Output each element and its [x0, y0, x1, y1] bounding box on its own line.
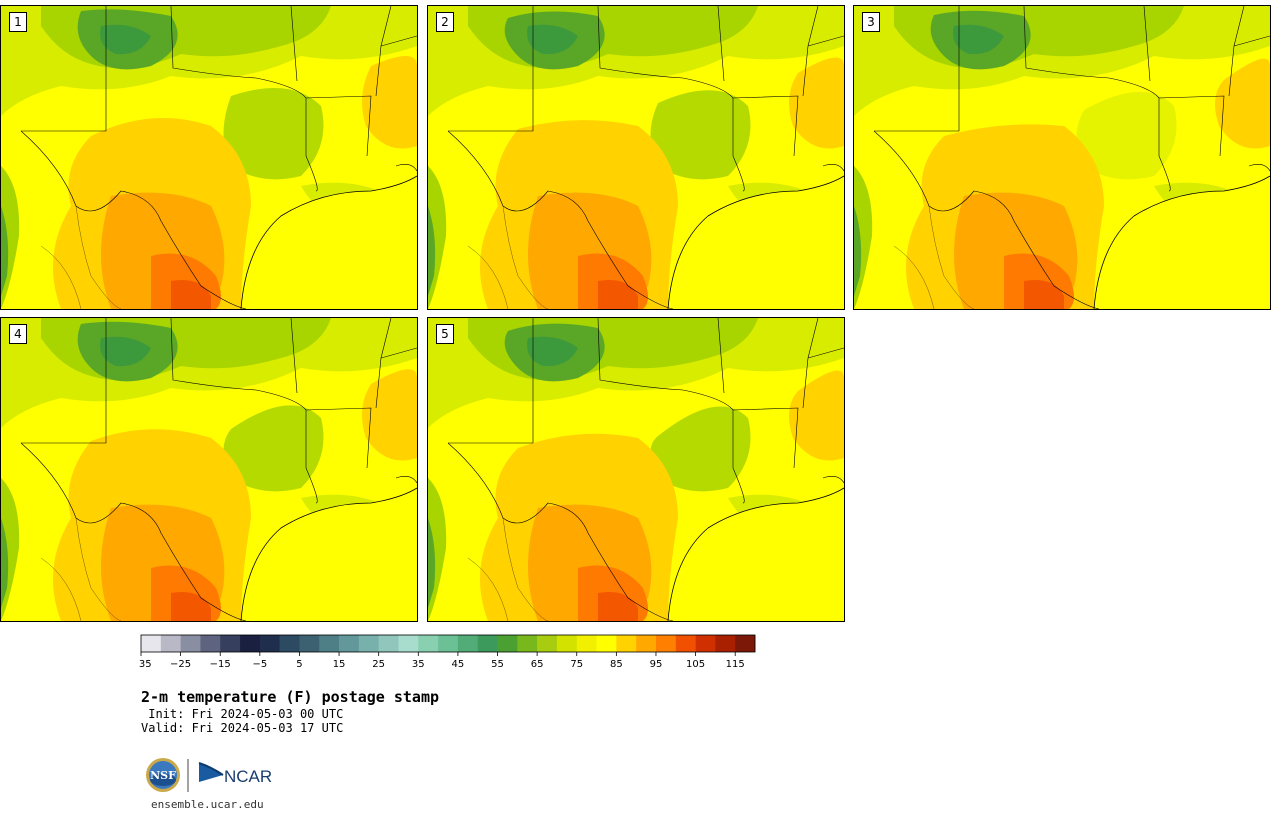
- panel-3: 3: [853, 5, 1271, 310]
- colorbar-swatch: [378, 635, 399, 652]
- panel-number-label: 5: [436, 324, 454, 344]
- init-time: Init: Fri 2024-05-03 00 UTC: [141, 707, 344, 721]
- colorbar-swatch: [636, 635, 657, 652]
- colorbar-swatch: [735, 635, 756, 652]
- colorbar-tick-label: −35: [138, 659, 152, 670]
- panel-number-label: 1: [9, 12, 27, 32]
- colorbar-swatch: [556, 635, 578, 652]
- colorbar-tick-label: 45: [452, 659, 465, 670]
- valid-time: Valid: Fri 2024-05-03 17 UTC: [141, 721, 344, 735]
- colorbar-swatch: [220, 635, 241, 652]
- nsf-logo-text: NSF: [150, 769, 176, 782]
- colorbar-tick-label: 5: [296, 659, 302, 670]
- ncar-logo-text: NCAR: [224, 767, 272, 786]
- colorbar-swatch: [675, 635, 696, 652]
- colorbar: −35 −25 −15 −5 5 15 25 35 45 55 65 75 85 95 105 115: [138, 634, 756, 670]
- colorbar-swatch: [616, 635, 637, 652]
- colorbar-swatch: [299, 635, 320, 652]
- colorbar-tick-label: 65: [531, 659, 544, 670]
- colorbar-frame: [140, 634, 756, 653]
- panel-4: 4: [0, 317, 418, 622]
- colorbar-swatch: [418, 635, 439, 652]
- colorbar-swatch: [259, 635, 280, 652]
- colorbar-tick-label: −5: [252, 659, 267, 670]
- colorbar-tick-label: 115: [726, 659, 745, 670]
- panel-number-label: 2: [436, 12, 454, 32]
- colorbar-swatch: [517, 635, 538, 652]
- colorbar-swatch: [200, 635, 221, 652]
- ncar-logo-icon: NCAR: [198, 762, 272, 786]
- colorbar-tick-label: 35: [412, 659, 425, 670]
- colorbar-tick-label: 75: [570, 659, 583, 670]
- logos: NSF NCAR: [146, 758, 272, 792]
- colorbar-swatch: [339, 635, 360, 652]
- figure-title: 2-m temperature (F) postage stamp: [141, 688, 440, 706]
- colorbar-tick-label: 15: [333, 659, 346, 670]
- colorbar-swatch: [497, 635, 518, 652]
- colorbar-swatch: [457, 635, 479, 652]
- panel-2: 2: [427, 5, 845, 310]
- colorbar-swatch: [537, 635, 558, 652]
- colorbar-tick-label: 95: [650, 659, 663, 670]
- panel-1: 1: [0, 5, 418, 310]
- colorbar-swatch: [695, 635, 716, 652]
- colorbar-tick-label: 105: [686, 659, 705, 670]
- nsf-logo-icon: NSF: [146, 758, 180, 792]
- colorbar-tick-label: 25: [372, 659, 385, 670]
- colorbar-swatch: [319, 635, 340, 652]
- colorbar-swatch: [655, 635, 677, 652]
- colorbar-swatch: [438, 635, 459, 652]
- colorbar-swatch: [141, 635, 162, 652]
- colorbar-tick-label: −25: [170, 659, 191, 670]
- panel-number-label: 3: [862, 12, 880, 32]
- colorbar-tick-label: 55: [491, 659, 504, 670]
- colorbar-swatch: [398, 635, 419, 652]
- colorbar-swatch: [576, 635, 597, 652]
- colorbar-swatch: [715, 635, 736, 652]
- colorbar-swatch: [180, 635, 201, 652]
- colorbar-tick-label: 85: [610, 659, 623, 670]
- colorbar-swatch: [477, 635, 498, 652]
- colorbar-swatch: [160, 635, 181, 652]
- panel-number-label: 4: [9, 324, 27, 344]
- panel-5: 5: [427, 317, 845, 622]
- colorbar-swatch: [240, 635, 261, 652]
- website-url[interactable]: ensemble.ucar.edu: [151, 798, 264, 811]
- colorbar-swatch: [279, 635, 300, 652]
- colorbar-swatch: [358, 635, 379, 652]
- colorbar-swatch: [596, 635, 617, 652]
- colorbar-tick-label: −15: [210, 659, 231, 670]
